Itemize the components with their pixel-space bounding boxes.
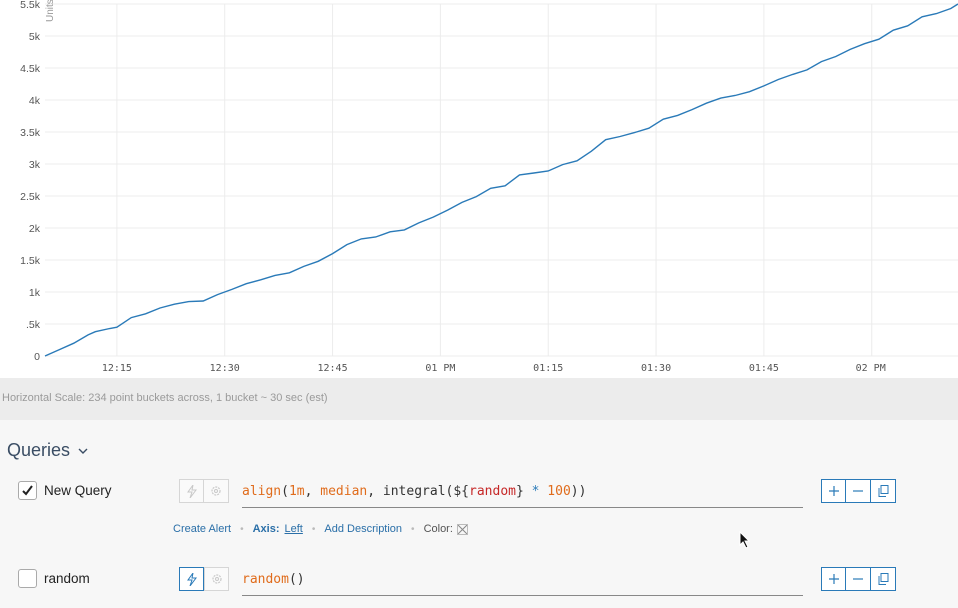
expression-token: )) <box>570 484 587 499</box>
horizontal-scale-text: Horizontal Scale: 234 point buckets acro… <box>2 392 328 404</box>
y-tick-label: 2.5k <box>20 191 41 203</box>
expression-token: ( <box>281 484 289 499</box>
query-checkbox-random[interactable] <box>18 569 37 588</box>
no-color-icon <box>457 524 468 534</box>
create-alert-link[interactable]: Create Alert <box>173 523 232 535</box>
y-tick-label: 4.5k <box>20 63 41 75</box>
expression-token: 100 <box>547 484 571 499</box>
gear-icon <box>211 486 221 496</box>
expression-token: align <box>242 484 282 499</box>
expression-token: ( <box>445 484 454 499</box>
copy-query-button[interactable] <box>871 567 896 591</box>
expression-token: median <box>320 484 368 499</box>
chart: 0 .5k 1k 1.5k 2k 2.5k 3k 3.5k 4k 4.5k 5k 5.5k 12:15… <box>20 0 958 374</box>
axis-value-link[interactable]: Left <box>284 523 303 535</box>
remove-query-button[interactable] <box>846 567 871 591</box>
queries-header[interactable]: Queries <box>7 440 88 461</box>
expression-token: integral <box>382 484 446 499</box>
chevron-down-icon <box>78 448 88 454</box>
add-query-button[interactable] <box>821 567 846 591</box>
y-tick-label: 1.5k <box>20 255 41 267</box>
expression-token: , <box>367 484 383 499</box>
checkmark-icon <box>22 485 33 496</box>
expression-token: ${ <box>453 484 470 499</box>
y-tick-label: 5k <box>29 31 41 43</box>
expression-token: () <box>288 572 305 587</box>
x-tick-label: 01:30 <box>641 363 671 374</box>
x-tick-label: 02 PM <box>856 363 886 374</box>
lightning-icon <box>186 572 197 586</box>
query-actions-new-query <box>821 479 896 503</box>
y-tick-label: .5k <box>26 319 41 331</box>
separator-dot: • <box>240 523 244 535</box>
gear-button[interactable] <box>204 479 229 503</box>
query-icons-new-query <box>179 479 229 503</box>
query-name-new-query[interactable]: New Query <box>44 483 112 498</box>
lightning-button[interactable] <box>179 567 204 591</box>
y-tick-label: 3.5k <box>20 127 41 139</box>
y-axis-label: Units <box>45 0 56 22</box>
copy-icon <box>878 485 888 497</box>
x-tick-label: 12:30 <box>210 363 240 374</box>
queries-title: Queries <box>7 440 71 460</box>
gear-icon <box>211 574 222 584</box>
expression-token: * <box>523 484 548 499</box>
expression-token: 1m <box>288 484 305 499</box>
separator-dot: • <box>411 523 415 535</box>
add-query-button[interactable] <box>821 479 846 503</box>
query-actions-random <box>821 567 896 591</box>
y-tick-label: 0 <box>34 351 40 363</box>
expression-token: , <box>304 484 321 499</box>
y-tick-label: 1k <box>29 287 41 299</box>
remove-query-button[interactable] <box>846 479 871 503</box>
gear-button[interactable] <box>204 567 229 591</box>
query-checkbox-new-query[interactable] <box>18 481 37 500</box>
query-expression-new-query[interactable]: align(1m, median, integral(${random} * 1… <box>242 478 803 508</box>
expression-token: random <box>242 572 289 587</box>
plus-icon <box>828 486 839 496</box>
y-tick-label: 2k <box>29 223 41 235</box>
query-icons-random <box>179 567 229 591</box>
query-name-random[interactable]: random <box>44 571 90 586</box>
expression-token: } <box>515 484 524 499</box>
queries-panel: Queries New Query align(1m, median, inte… <box>0 420 958 608</box>
query-meta-row: Create Alert • Axis: Left • Add Descript… <box>173 523 468 535</box>
add-description-link[interactable]: Add Description <box>324 523 403 535</box>
copy-icon <box>878 573 888 585</box>
separator-dot: • <box>311 523 316 535</box>
plus-icon <box>828 574 839 584</box>
lightning-icon <box>186 484 197 498</box>
minus-icon <box>853 578 863 580</box>
mouse-pointer-icon <box>739 531 751 549</box>
minus-icon <box>853 490 863 492</box>
lightning-button[interactable] <box>179 479 204 503</box>
expression-token: random <box>469 484 516 499</box>
series-line <box>44 3 958 357</box>
y-tick-label: 4k <box>29 95 41 107</box>
query-expression-random[interactable]: random() <box>242 566 803 596</box>
y-tick-label: 5.5k <box>20 0 41 11</box>
x-tick-label: 12:15 <box>102 363 132 374</box>
axis-label: Axis: <box>252 523 280 535</box>
y-tick-label: 3k <box>29 159 41 171</box>
x-tick-label: 01 PM <box>425 363 455 374</box>
x-tick-label: 01:45 <box>749 363 779 374</box>
color-label: Color: <box>423 523 453 535</box>
x-tick-label: 01:15 <box>533 363 563 374</box>
color-swatch[interactable] <box>456 523 468 535</box>
copy-query-button[interactable] <box>871 479 896 503</box>
horizontal-scale-bar: Horizontal Scale: 234 point buckets acro… <box>0 378 958 420</box>
x-tick-label: 12:45 <box>318 363 348 374</box>
